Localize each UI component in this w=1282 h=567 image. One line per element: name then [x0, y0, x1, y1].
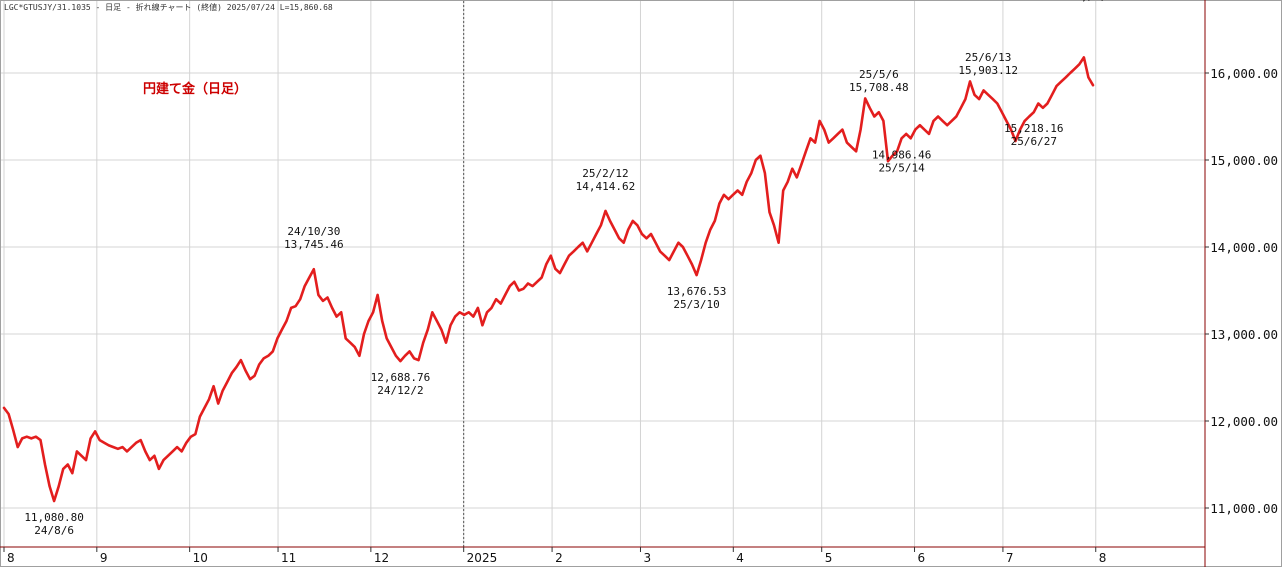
annotation-date: 25/5/14 — [878, 161, 925, 174]
y-axis: 11,000.00 12,000.00 13,000.00 14,000.00 15,0… — [1204, 0, 1278, 567]
annotation-value: 14,986.46 — [872, 148, 932, 161]
y-tick-label: 11,000.00 — [1210, 501, 1278, 516]
y-tick-label: 14,000.00 — [1210, 240, 1278, 255]
x-axis: 8 9 10 11 12 2025 2 3 4 5 6 7 8 — [0, 546, 1205, 565]
x-tick-label: 2025 — [467, 551, 498, 565]
x-tick-label: 9 — [100, 551, 108, 565]
series-line — [2, 56, 1095, 503]
annotation-value: 16,178.88 — [1068, 0, 1128, 3]
x-tick-label: 11 — [281, 551, 296, 565]
annotation-value: 14,414.62 — [576, 180, 636, 193]
chart-header: LGC*GTUSJY/31.1035 - 日足 - 折れ線チャート (終値) 2… — [4, 2, 333, 12]
x-tick-label: 2 — [555, 551, 563, 565]
annotation-date: 24/8/6 — [34, 524, 74, 537]
annotation-value: 15,903.12 — [958, 64, 1018, 77]
grid — [0, 0, 1205, 547]
annotation-date: 25/2/12 — [582, 167, 628, 180]
x-tick-label: 8 — [7, 551, 15, 565]
annotation-date: 25/6/27 — [1011, 135, 1057, 148]
annotation-value: 13,745.46 — [284, 238, 344, 251]
x-tick-label: 6 — [918, 551, 926, 565]
chart-title: 円建て金（日足） — [143, 81, 247, 97]
annotation-value: 15,708.48 — [849, 81, 909, 94]
y-tick-label: 15,000.00 — [1210, 153, 1278, 168]
annotation-value: 12,688.76 — [371, 371, 431, 384]
annotation-value: 11,080.80 — [24, 511, 84, 524]
annotation-date: 24/10/30 — [287, 225, 340, 238]
x-tick-label: 8 — [1099, 551, 1107, 565]
annotation-date: 25/3/10 — [673, 298, 719, 311]
annotation-value: 15,218.16 — [1004, 122, 1064, 135]
x-tick-label: 4 — [736, 551, 744, 565]
annotation-date: 25/7/22 — [1074, 0, 1120, 3]
annotation-value: 13,676.53 — [667, 285, 727, 298]
x-tick-label: 10 — [193, 551, 208, 565]
annotation-date: 25/5/6 — [859, 68, 899, 81]
x-tick-label: 5 — [825, 551, 833, 565]
y-tick-label: 12,000.00 — [1210, 414, 1278, 429]
x-tick-label: 7 — [1006, 551, 1014, 565]
annotation-date: 25/6/13 — [965, 51, 1011, 64]
y-tick-label: 16,000.00 — [1210, 66, 1278, 81]
y-tick-label: 13,000.00 — [1210, 327, 1278, 342]
price-series — [2, 56, 1095, 503]
x-tick-label: 3 — [643, 551, 651, 565]
x-tick-label: 12 — [374, 551, 389, 565]
annotation-date: 24/12/2 — [377, 384, 423, 397]
